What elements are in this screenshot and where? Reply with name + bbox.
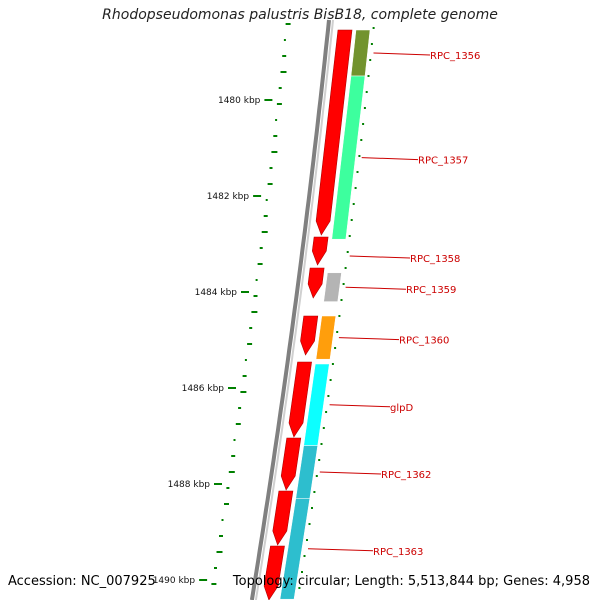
cds-arrow [300,315,319,356]
cds-arrow [288,361,312,438]
cds-arrow [280,437,302,491]
kbp-label: 1488 kbp [168,480,211,490]
gene-label: RPC_1356 [430,51,480,62]
cds-arrow [307,267,325,299]
gene-label-leader [345,286,407,290]
gene-label: RPC_1363 [373,547,423,558]
gene-label-leader [338,337,400,341]
cds-arrow [311,236,329,266]
genome-backbone [249,19,334,600]
gene-block [295,445,318,499]
accession-text: Accession: NC_007925 [8,574,156,589]
cds-arrow [315,29,353,236]
gene-block [315,315,337,360]
gene-label: glpD [390,403,413,414]
kbp-label: 1482 kbp [207,192,250,202]
gene-block [323,272,342,302]
cds-arrow [272,490,294,546]
kbp-label: 1484 kbp [195,288,238,298]
kbp-label: 1490 kbp [153,576,196,586]
gene-label: RPC_1358 [410,254,460,265]
gene-label: RPC_1360 [399,336,449,347]
cds-track [263,29,353,600]
gene-labels: RPC_1356 RPC_1357 RPC_1358 RPC_1359 RPC_1360… [307,51,480,558]
gene-block [350,29,371,77]
backbone-shadow [254,19,334,600]
gene-label-leader [349,255,411,259]
gene-label-leader [373,52,431,56]
gene-block [327,239,346,273]
gene-label: RPC_1362 [381,470,431,481]
gene-label: RPC_1359 [406,285,456,296]
gene-label-leader [319,471,382,475]
kbp-scale: 1480 kbp 1482 kbp 1484 kbp 1486 kbp 1488 kbp… [153,96,273,586]
map-title: Rhodopseudomonas palustris BisB18, compl… [102,7,498,23]
gene-label: RPC_1357 [418,156,468,167]
gc-content-track [211,23,375,589]
kbp-label: 1486 kbp [182,384,225,394]
gene-block [279,498,311,600]
kbp-label: 1480 kbp [218,96,261,106]
gene-label-leader [329,404,391,408]
backbone-line [249,19,331,600]
gene-label-leader [361,157,419,161]
genome-summary-text: Topology: circular; Length: 5,513,844 bp… [232,574,590,589]
cds-arrow [263,545,285,600]
gene-track [279,29,371,600]
gene-label-leader [307,548,374,552]
